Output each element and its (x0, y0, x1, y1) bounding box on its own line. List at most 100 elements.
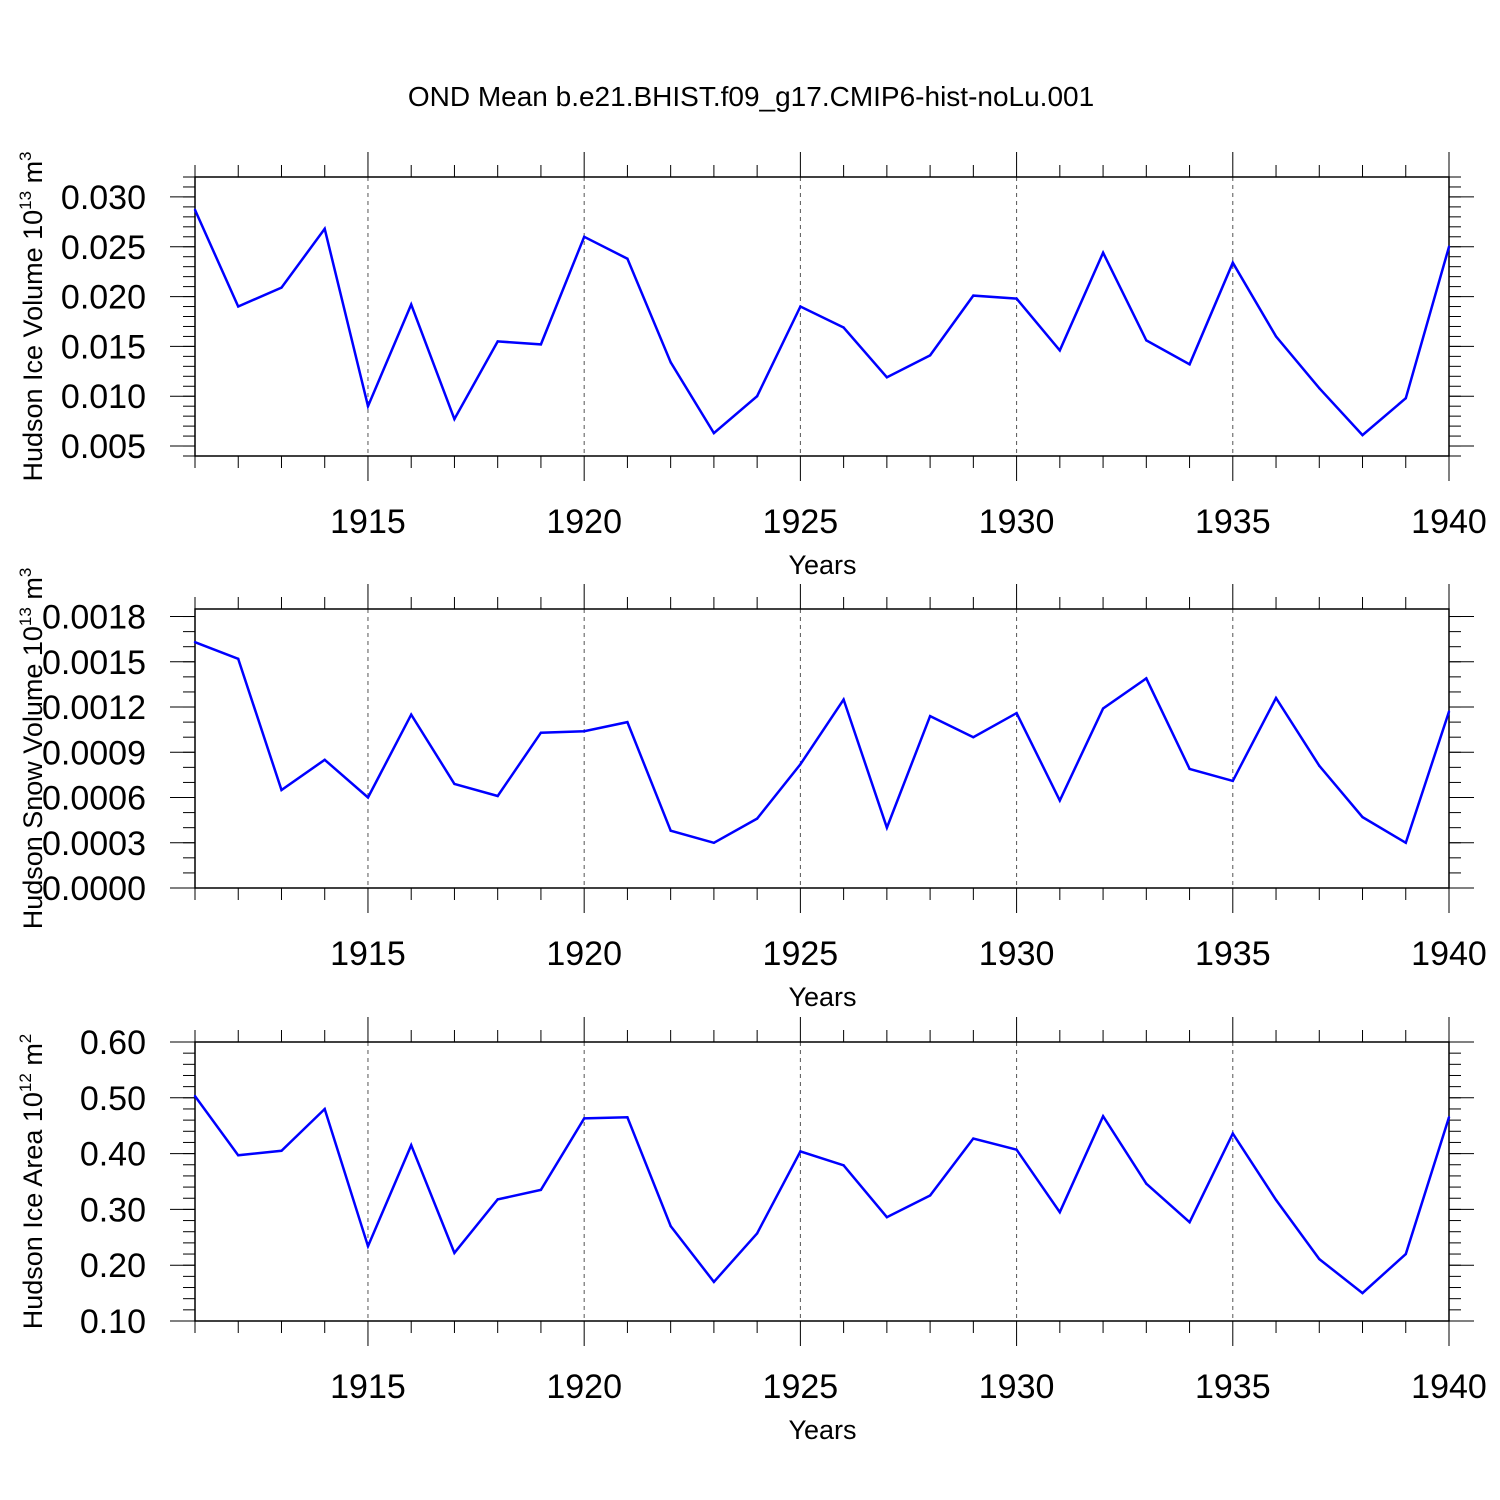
data-point (1361, 815, 1364, 819)
y-tick-label: 0.30 (80, 1191, 146, 1229)
data-point (582, 1117, 586, 1120)
data-point (1101, 1115, 1105, 1118)
x-axis-title: Years (788, 550, 856, 580)
data-point (885, 376, 889, 379)
data-point (1404, 397, 1407, 400)
y-tick-label: 0.020 (61, 279, 146, 317)
plot-frame (194, 1041, 1450, 1322)
data-point (453, 782, 456, 786)
data-point (842, 1164, 845, 1167)
y-tick-label: 0.005 (61, 428, 146, 466)
x-tick-label: 1915 (330, 503, 406, 541)
data-point (1318, 764, 1321, 768)
panel-1: 0.005 0.010 0.015 0.020 0.025 0.030 1915 1920 19… (16, 151, 1487, 580)
data-point (1361, 433, 1364, 437)
data-point (972, 294, 975, 297)
data-point (885, 826, 889, 829)
data-point (366, 796, 370, 799)
data-point (626, 1116, 629, 1119)
data-point (1015, 297, 1018, 300)
data-point (1318, 387, 1321, 390)
y-tick-label: 0.010 (61, 378, 146, 416)
data-point (453, 417, 456, 421)
data-point (410, 1144, 413, 1147)
data-point (1188, 363, 1191, 366)
data-point (1015, 1148, 1018, 1151)
data-point (193, 640, 197, 644)
data-point (1101, 707, 1105, 710)
data-point (755, 395, 759, 398)
data-point (366, 404, 370, 408)
y-tick-label: 0.030 (61, 179, 146, 217)
x-tick-label: 1935 (1195, 1368, 1271, 1406)
data-point (1188, 767, 1191, 771)
data-point (712, 1280, 716, 1284)
data-point (496, 340, 499, 343)
data-point (280, 286, 283, 289)
x-tick-label: 1930 (979, 1368, 1055, 1406)
x-axis-title: Years (788, 982, 856, 1012)
data-point (323, 758, 326, 762)
data-point (1404, 1252, 1407, 1256)
y-tick-label: 0.0006 (42, 780, 146, 818)
data-point (799, 305, 802, 308)
data-point (237, 1154, 240, 1157)
data-point (582, 235, 586, 238)
data-point (582, 729, 586, 733)
x-tick-label: 1940 (1411, 503, 1487, 541)
data-point (1231, 1132, 1234, 1135)
data-point (928, 1194, 932, 1197)
x-tick-label: 1925 (763, 503, 839, 541)
data-point (842, 326, 845, 329)
y-tick-label: 0.0009 (42, 734, 146, 772)
x-tick-label: 1925 (763, 935, 839, 973)
series-line (193, 1095, 1451, 1295)
data-point (1015, 711, 1018, 715)
panel-3: 0.10 0.20 0.30 0.40 0.50 0.60 1915 1920 1925 1930… (16, 1017, 1487, 1445)
data-point (1447, 245, 1451, 248)
y-axis-title: Hudson Ice Volume 1013 m3 (16, 151, 48, 481)
data-point (1058, 1210, 1062, 1214)
x-tick-label: 1920 (546, 503, 622, 541)
data-point (280, 1149, 283, 1153)
y-tick-label: 0.50 (80, 1080, 146, 1118)
y-tick-label: 0.0000 (42, 870, 146, 908)
data-point (323, 1107, 326, 1111)
data-point (1101, 251, 1105, 254)
data-point (1274, 335, 1278, 338)
data-point (1145, 1182, 1148, 1185)
data-point (799, 1150, 802, 1153)
data-point (755, 1232, 759, 1235)
data-point (237, 305, 240, 308)
data-point (1058, 799, 1062, 802)
x-tick-label: 1935 (1195, 503, 1271, 541)
data-point (1231, 261, 1234, 264)
data-point (193, 1094, 197, 1098)
x-tick-label: 1915 (330, 935, 406, 973)
data-point (1274, 696, 1278, 700)
data-point (366, 1245, 370, 1248)
data-point (1404, 841, 1407, 844)
data-point (1188, 1221, 1191, 1224)
data-point (669, 1224, 672, 1228)
x-tick-label: 1925 (763, 1368, 839, 1406)
x-tick-label: 1940 (1411, 1368, 1487, 1406)
data-point (626, 720, 629, 724)
data-point (972, 735, 975, 739)
data-point (928, 714, 932, 718)
y-tick-label: 0.60 (80, 1024, 146, 1062)
y-tick-label: 0.015 (61, 328, 146, 366)
x-tick-label: 1940 (1411, 935, 1487, 973)
data-point (799, 763, 802, 766)
x-tick-label: 1935 (1195, 935, 1271, 973)
series-line (194, 641, 1451, 845)
panel-2: 0.0000 0.0003 0.0006 0.0009 0.0012 0.0015 0.00… (16, 568, 1487, 1012)
data-point (626, 257, 629, 260)
y-tick-label: 0.0015 (42, 644, 146, 682)
data-point (1447, 710, 1451, 713)
y-axis-title: Hudson Snow Volume 1013 m3 (16, 568, 48, 930)
series-line (193, 209, 1451, 437)
data-point (539, 731, 543, 734)
y-axis-title: Hudson Ice Area 1012 m2 (16, 1034, 48, 1330)
